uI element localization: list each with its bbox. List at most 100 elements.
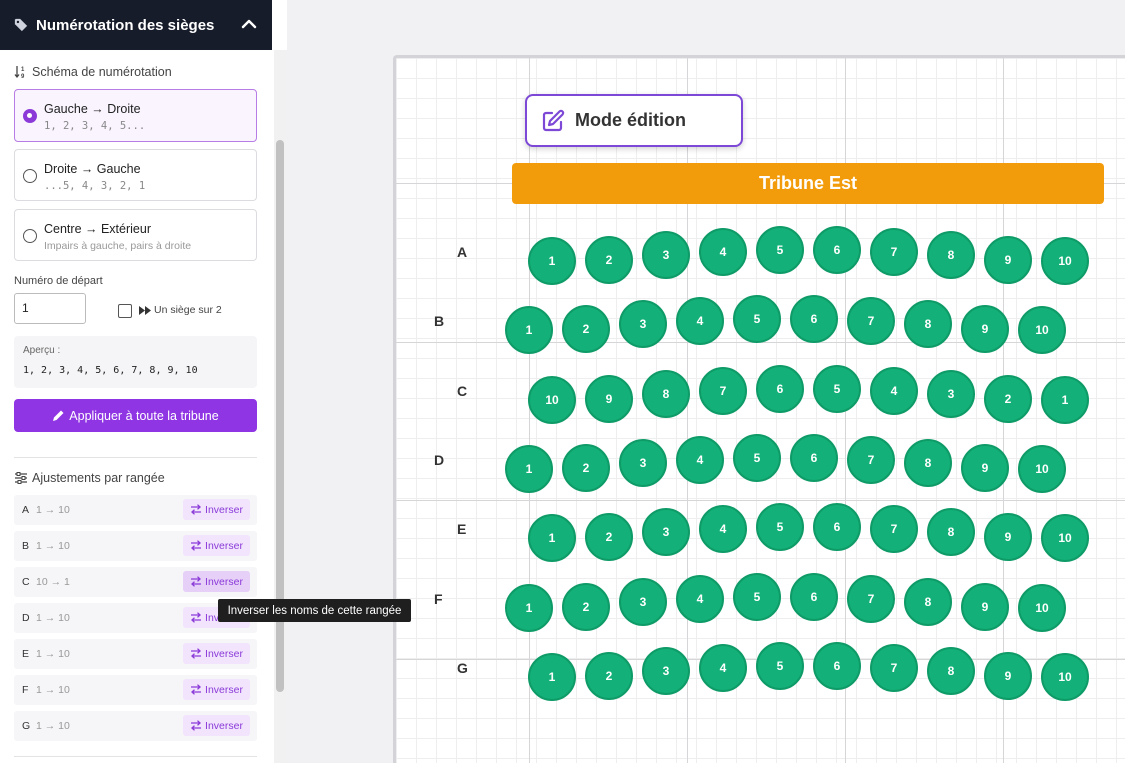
radio-center-outward[interactable] (23, 229, 37, 243)
seat[interactable]: 5 (756, 642, 804, 690)
seat[interactable]: 1 (528, 514, 576, 562)
seat[interactable]: 3 (619, 439, 667, 487)
seat[interactable]: 6 (813, 642, 861, 690)
seat[interactable]: 4 (699, 644, 747, 692)
skip-seat-text: Un siège sur 2 (154, 304, 222, 316)
invert-row-button[interactable]: Inverser (183, 715, 250, 736)
seat[interactable]: 8 (927, 647, 975, 695)
seat[interactable]: 6 (813, 503, 861, 551)
start-number-input[interactable]: 1 (14, 293, 86, 324)
row-label: F (434, 591, 443, 607)
seat[interactable]: 2 (585, 513, 633, 561)
option-left-to-right[interactable]: Gauche → Droite 1, 2, 3, 4, 5... (14, 89, 257, 142)
radio-right-to-left[interactable] (23, 169, 37, 183)
seat[interactable]: 4 (676, 436, 724, 484)
seat[interactable]: 1 (528, 653, 576, 701)
panel-header[interactable]: Numérotation des sièges (0, 0, 272, 50)
seat[interactable]: 7 (870, 228, 918, 276)
seat[interactable]: 10 (1018, 445, 1066, 493)
seat[interactable]: 4 (676, 575, 724, 623)
seat[interactable]: 5 (756, 226, 804, 274)
invert-row-button[interactable]: Inverser (183, 535, 250, 556)
seat[interactable]: 10 (1041, 653, 1089, 701)
radio-left-to-right[interactable] (23, 109, 37, 123)
seat[interactable]: 10 (1041, 514, 1089, 562)
seat[interactable]: 2 (562, 444, 610, 492)
seat[interactable]: 2 (585, 652, 633, 700)
panel-title: Numérotation des sièges (36, 16, 215, 34)
apply-to-stand-button[interactable]: Appliquer à toute la tribune (14, 399, 257, 432)
seat[interactable]: 9 (984, 513, 1032, 561)
seat[interactable]: 5 (756, 503, 804, 551)
seat[interactable]: 4 (870, 367, 918, 415)
seat[interactable]: 10 (528, 376, 576, 424)
invert-row-button[interactable]: Inverser (183, 679, 250, 700)
seat[interactable]: 8 (904, 300, 952, 348)
seat[interactable]: 8 (927, 508, 975, 556)
seat[interactable]: 3 (927, 370, 975, 418)
seat[interactable]: 9 (961, 583, 1009, 631)
seat[interactable]: 3 (642, 647, 690, 695)
seat[interactable]: 1 (505, 306, 553, 354)
seat[interactable]: 7 (847, 436, 895, 484)
seat[interactable]: 2 (562, 583, 610, 631)
seat[interactable]: 8 (904, 439, 952, 487)
invert-label: Inverser (205, 539, 243, 552)
seat[interactable]: 2 (585, 236, 633, 284)
chevron-up-icon[interactable] (240, 15, 258, 33)
seat[interactable]: 1 (1041, 376, 1089, 424)
seat[interactable]: 1 (505, 584, 553, 632)
seat[interactable]: 10 (1041, 237, 1089, 285)
seat[interactable]: 9 (961, 444, 1009, 492)
seat[interactable]: 7 (847, 297, 895, 345)
scrollbar-thumb[interactable] (276, 140, 284, 692)
seat[interactable]: 5 (733, 434, 781, 482)
seat[interactable]: 6 (813, 226, 861, 274)
seat[interactable]: 3 (619, 300, 667, 348)
invert-row-button[interactable]: Inverser (183, 499, 250, 520)
seat[interactable]: 5 (813, 365, 861, 413)
seat[interactable]: 8 (642, 370, 690, 418)
seat[interactable]: 3 (619, 578, 667, 626)
seat[interactable]: 4 (699, 505, 747, 553)
seat[interactable]: 1 (505, 445, 553, 493)
seat[interactable]: 6 (790, 573, 838, 621)
invert-row-button[interactable]: Inverser (183, 571, 250, 592)
seat[interactable]: 2 (562, 305, 610, 353)
seat[interactable]: 7 (699, 367, 747, 415)
row-range: 1 → 10 (36, 720, 70, 732)
option-center-outward[interactable]: Centre → Extérieur Impairs à gauche, pai… (14, 209, 257, 261)
seat[interactable]: 7 (847, 575, 895, 623)
seat[interactable]: 3 (642, 231, 690, 279)
seat[interactable]: 7 (870, 505, 918, 553)
seat[interactable]: 9 (984, 236, 1032, 284)
seat[interactable]: 6 (790, 295, 838, 343)
row-letter: D (22, 612, 30, 624)
seat[interactable]: 7 (870, 644, 918, 692)
seat[interactable]: 6 (756, 365, 804, 413)
invert-row-button[interactable]: Inverser (183, 643, 250, 664)
sidebar-scrollbar[interactable] (274, 50, 287, 763)
seat[interactable]: 10 (1018, 306, 1066, 354)
seat[interactable]: 3 (642, 508, 690, 556)
tooltip: Inverser les noms de cette rangée (218, 599, 411, 622)
seat[interactable]: 6 (790, 434, 838, 482)
seat[interactable]: 8 (927, 231, 975, 279)
row-range: 1 → 10 (36, 648, 70, 660)
seat[interactable]: 9 (585, 375, 633, 423)
seat[interactable]: 9 (961, 305, 1009, 353)
skip-seat-checkbox[interactable] (118, 304, 132, 318)
seat[interactable]: 10 (1018, 584, 1066, 632)
seat[interactable]: 4 (676, 297, 724, 345)
stand-banner[interactable]: Tribune Est (512, 163, 1104, 204)
seat[interactable]: 5 (733, 295, 781, 343)
row-adjust-item: C 10 → 1 Inverser (14, 567, 257, 597)
seat[interactable]: 4 (699, 228, 747, 276)
row-label: G (457, 660, 468, 676)
seat[interactable]: 2 (984, 375, 1032, 423)
seat[interactable]: 1 (528, 237, 576, 285)
option-right-to-left[interactable]: Droite → Gauche ...5, 4, 3, 2, 1 (14, 149, 257, 201)
seat[interactable]: 8 (904, 578, 952, 626)
seat[interactable]: 5 (733, 573, 781, 621)
seat[interactable]: 9 (984, 652, 1032, 700)
